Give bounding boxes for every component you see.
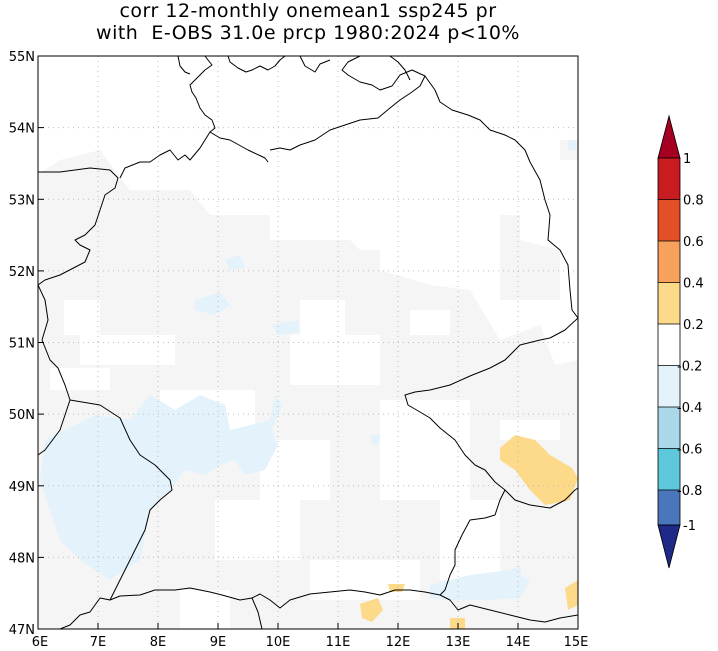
lon-label: 15E <box>564 635 589 650</box>
axis-ticks <box>38 55 519 629</box>
longitude-labels: 6E 7E 8E 9E 10E 11E 12E 13E 14E 15E <box>32 635 589 650</box>
colorbar-swatch <box>658 282 680 324</box>
lat-label: 51N <box>9 337 35 352</box>
lon-label: 7E <box>90 635 107 650</box>
lon-label: 14E <box>506 635 531 650</box>
colorbar-swatch <box>658 365 680 407</box>
colorbar-swatch <box>658 448 680 490</box>
colorbar-label: 0.6 <box>683 235 704 250</box>
map-title-line2: with E-OBS 31.0e prcp 1980:2024 p<10% <box>96 22 520 44</box>
lon-label: 12E <box>386 635 411 650</box>
lat-label: 54N <box>9 122 35 137</box>
graticule <box>38 56 578 629</box>
colorbar-swatch <box>658 199 680 241</box>
lat-label: 48N <box>9 551 35 566</box>
colorbar-swatch <box>658 490 680 525</box>
colorbar-top-triangle <box>657 114 681 159</box>
colorbar-label: -0.6 <box>677 443 702 458</box>
colorbar-swatch <box>658 241 680 283</box>
colorbar-label: 0.2 <box>683 318 704 333</box>
colorbar-label: 1 <box>683 152 691 167</box>
colorbar-swatch <box>658 158 680 200</box>
lat-label: 47N <box>9 623 35 638</box>
lon-label: 6E <box>32 635 49 650</box>
correlation-field <box>38 56 578 629</box>
lon-label: 10E <box>266 635 291 650</box>
lat-label: 55N <box>9 50 35 65</box>
colorbar-swatch <box>658 324 680 366</box>
lat-label: 49N <box>9 480 35 495</box>
colorbar-swatch <box>658 407 680 449</box>
colorbar-label: 0.4 <box>683 277 704 292</box>
colorbar-bottom-triangle <box>657 524 681 569</box>
positive-correlation-patches <box>360 435 578 629</box>
lat-label: 53N <box>9 193 35 208</box>
colorbar-label: -1 <box>683 519 696 534</box>
colorbar-label: -0.4 <box>677 401 702 416</box>
latitude-labels: 55N 54N 53N 52N 51N 50N 49N 48N 47N <box>9 50 35 638</box>
lat-label: 50N <box>9 408 35 423</box>
lon-label: 9E <box>210 635 227 650</box>
lon-label: 11E <box>326 635 351 650</box>
colorbar-label: 0.8 <box>683 194 704 209</box>
colorbar-label: -0.2 <box>677 360 702 375</box>
coastlines-borders <box>38 56 578 629</box>
negative-correlation-patches <box>40 140 576 600</box>
colorbar-label: -0.8 <box>677 484 702 499</box>
lat-label: 52N <box>9 265 35 280</box>
colorbar-labels: 1 0.8 0.6 0.4 0.2 -0.2 -0.4 -0.6 -0.8 -1 <box>677 152 704 534</box>
map-title-line1: corr 12-monthly onemean1 ssp245 pr <box>119 0 497 22</box>
lon-label: 8E <box>150 635 167 650</box>
colorbar: 1 0.8 0.6 0.4 0.2 -0.2 -0.4 -0.6 -0.8 -1 <box>657 114 704 569</box>
lon-label: 13E <box>446 635 471 650</box>
